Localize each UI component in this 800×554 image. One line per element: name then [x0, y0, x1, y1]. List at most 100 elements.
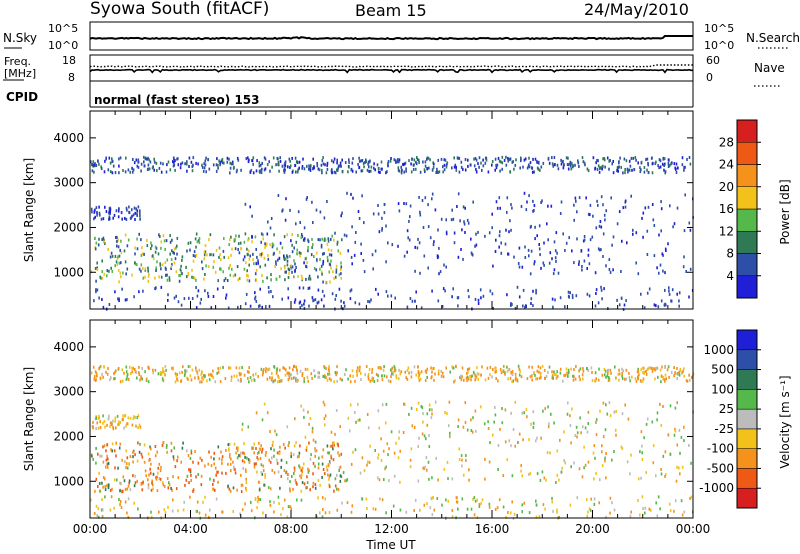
- echo-cell: [307, 467, 309, 471]
- echo-cell: [155, 246, 158, 250]
- echo-cell: [478, 503, 481, 506]
- echo-cell: [629, 379, 631, 383]
- echo-cell: [331, 234, 333, 238]
- echo-cell: [514, 163, 517, 167]
- echo-cell: [651, 369, 654, 373]
- echo-cell: [212, 376, 215, 380]
- echo-cell: [659, 402, 661, 406]
- echo-cell: [148, 272, 150, 276]
- echo-cell: [491, 292, 494, 296]
- echo-cell: [190, 473, 192, 477]
- echo-cell: [137, 507, 139, 511]
- echo-cell: [542, 503, 545, 507]
- echo-cell: [544, 407, 546, 411]
- echo-cell: [159, 235, 161, 238]
- echo-cell: [521, 510, 523, 514]
- echo-cell: [97, 507, 100, 511]
- echo-cell: [533, 170, 535, 174]
- echo-cell: [611, 501, 613, 505]
- echo-cell: [673, 162, 676, 166]
- echo-cell: [667, 433, 670, 437]
- echo-cell: [172, 498, 174, 502]
- echo-cell: [357, 402, 359, 406]
- echo-cell: [546, 451, 549, 455]
- echo-cell: [182, 365, 184, 369]
- echo-cell: [474, 409, 477, 413]
- echo-cell: [683, 439, 685, 443]
- echo-cell: [594, 271, 597, 275]
- echo-cell: [417, 237, 419, 241]
- echo-cell: [233, 374, 236, 378]
- nave-tick-top: 60: [706, 54, 720, 67]
- echo-cell: [149, 160, 152, 164]
- echo-cell: [460, 248, 462, 251]
- echo-cell: [106, 443, 109, 447]
- echo-cell: [291, 156, 293, 160]
- echo-cell: [314, 464, 316, 468]
- echo-cell: [660, 299, 663, 303]
- colorbar-tick-label: 500: [711, 363, 734, 377]
- echo-cell: [426, 156, 429, 160]
- echo-cell: [171, 488, 173, 492]
- echo-cell: [575, 365, 577, 368]
- echo-cell: [215, 248, 218, 252]
- echo-cell: [418, 436, 420, 440]
- echo-cell: [99, 426, 102, 429]
- echo-cell: [499, 230, 501, 234]
- echo-cell: [239, 454, 241, 458]
- echo-cell: [291, 233, 293, 237]
- echo-cell: [553, 373, 556, 376]
- echo-cell: [562, 166, 565, 170]
- echo-cell: [417, 370, 420, 374]
- echo-cell: [134, 211, 137, 215]
- echo-cell: [499, 367, 502, 371]
- echo-cell: [323, 403, 326, 407]
- echo-cell: [481, 168, 483, 172]
- echo-cell: [453, 231, 456, 235]
- echo-cell: [177, 300, 180, 304]
- echo-cell: [196, 372, 199, 376]
- echo-cell: [531, 365, 533, 369]
- echo-cell: [575, 199, 577, 203]
- echo-cell: [639, 166, 641, 170]
- echo-cell: [553, 421, 555, 425]
- echo-cell: [380, 459, 383, 462]
- echo-cell: [422, 420, 424, 424]
- echo-cell: [305, 277, 307, 281]
- echo-cell: [440, 369, 442, 373]
- echo-cell: [245, 481, 248, 485]
- echo-cell: [475, 170, 478, 174]
- echo-cell: [99, 213, 101, 217]
- echo-cell: [332, 441, 334, 445]
- echo-cell: [617, 165, 620, 169]
- echo-cell: [564, 461, 567, 465]
- echo-cell: [159, 262, 161, 266]
- echo-cell: [245, 157, 248, 161]
- echo-cell: [293, 275, 295, 279]
- echo-cell: [545, 374, 548, 378]
- echo-cell: [596, 167, 599, 171]
- echo-cell: [94, 163, 97, 167]
- echo-cell: [462, 257, 464, 261]
- echo-cell: [660, 472, 663, 476]
- echo-cell: [143, 164, 146, 168]
- echo-cell: [344, 479, 346, 483]
- echo-cell: [177, 476, 180, 480]
- echo-cell: [669, 509, 672, 513]
- echo-cell: [328, 365, 330, 368]
- echo-cell: [333, 276, 335, 280]
- echo-cell: [540, 375, 542, 379]
- echo-cell: [660, 374, 663, 378]
- echo-cell: [138, 365, 140, 369]
- echo-cell: [156, 475, 158, 479]
- echo-cell: [668, 375, 670, 379]
- echo-cell: [201, 458, 203, 462]
- echo-cell: [255, 278, 258, 282]
- echo-cell: [303, 306, 306, 310]
- echo-cell: [572, 164, 574, 168]
- echo-cell: [310, 164, 312, 168]
- echo-cell: [660, 380, 662, 384]
- echo-cell: [635, 261, 637, 265]
- echo-cell: [478, 156, 481, 160]
